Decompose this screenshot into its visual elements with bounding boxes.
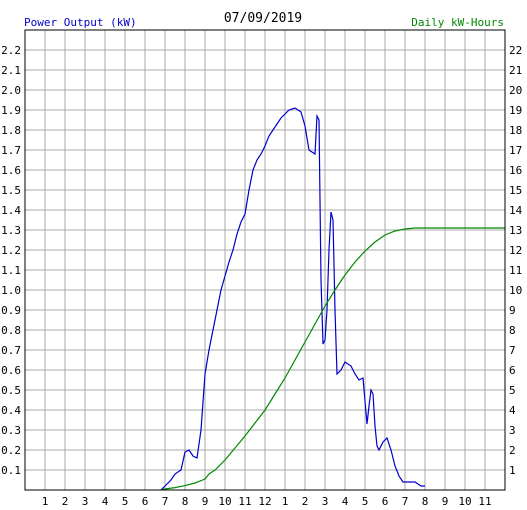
right-tick-label: 22: [509, 44, 522, 57]
left-tick-label: 1.1: [1, 264, 21, 277]
x-tick-label: 6: [142, 495, 149, 508]
left-tick-label: 1.7: [1, 144, 21, 157]
left-tick-label: 1.8: [1, 124, 21, 137]
right-axis-title: Daily kW-Hours: [411, 16, 504, 29]
left-tick-label: 1.5: [1, 184, 21, 197]
right-tick-label: 1: [509, 464, 516, 477]
right-tick-label: 3: [509, 424, 516, 437]
right-tick-label: 4: [509, 404, 516, 417]
left-tick-label: 0.4: [1, 404, 21, 417]
left-axis-title: Power Output (kW): [24, 16, 137, 29]
x-tick-label: 3: [322, 495, 329, 508]
left-tick-label: 0.5: [1, 384, 21, 397]
power-output-line: [160, 107, 425, 491]
x-tick-label: 10: [458, 495, 471, 508]
right-tick-label: 5: [509, 384, 516, 397]
left-axis-ticks: 0.1 0.2 0.3 0.4 0.5 0.6 0.7 0.8 0.9 1.0 1.1 1.2 1.3 1…: [1, 44, 21, 477]
left-tick-label: 1.6: [1, 164, 21, 177]
right-tick-label: 11: [509, 264, 522, 277]
left-tick-label: 0.8: [1, 324, 21, 337]
right-tick-label: 20: [509, 84, 522, 97]
x-tick-label: 9: [442, 495, 449, 508]
left-tick-label: 1.0: [1, 284, 21, 297]
grid-lines: [25, 30, 505, 490]
right-tick-label: 8: [509, 324, 516, 337]
right-tick-label: 17: [509, 144, 522, 157]
x-tick-label: 3: [82, 495, 89, 508]
left-tick-label: 0.1: [1, 464, 21, 477]
x-tick-label: 8: [182, 495, 189, 508]
right-tick-label: 10: [509, 284, 522, 297]
left-tick-label: 2.2: [1, 44, 21, 57]
left-tick-label: 1.9: [1, 104, 21, 117]
x-tick-label: 11: [478, 495, 491, 508]
right-tick-label: 13: [509, 224, 522, 237]
chart-title: 07/09/2019: [224, 11, 302, 26]
x-tick-label: 6: [382, 495, 389, 508]
x-tick-label: 2: [62, 495, 69, 508]
x-tick-label: 4: [342, 495, 349, 508]
left-tick-label: 2.0: [1, 84, 21, 97]
right-tick-label: 21: [509, 64, 522, 77]
right-tick-label: 15: [509, 184, 522, 197]
x-tick-label: 7: [402, 495, 409, 508]
x-tick-label: 1: [42, 495, 49, 508]
left-tick-label: 0.3: [1, 424, 21, 437]
left-tick-label: 1.4: [1, 204, 21, 217]
right-tick-label: 7: [509, 344, 516, 357]
right-tick-label: 2: [509, 444, 516, 457]
right-tick-label: 6: [509, 364, 516, 377]
x-tick-label: 4: [102, 495, 109, 508]
left-tick-label: 2.1: [1, 64, 21, 77]
left-tick-label: 1.3: [1, 224, 21, 237]
left-tick-label: 0.2: [1, 444, 21, 457]
x-tick-label: 10: [218, 495, 231, 508]
x-axis-ticks: 1 2 3 4 5 6 7 8 9 10 11 12 1 2 3 4 5 6 7 8 9 10 11: [42, 495, 492, 508]
left-tick-label: 0.6: [1, 364, 21, 377]
plot-border: [24, 29, 506, 491]
series-layer: [160, 107, 505, 491]
x-tick-label: 11: [238, 495, 251, 508]
right-tick-label: 12: [509, 244, 522, 257]
right-tick-label: 14: [509, 204, 523, 217]
right-tick-label: 18: [509, 124, 522, 137]
left-tick-label: 0.9: [1, 304, 21, 317]
x-tick-label: 9: [202, 495, 209, 508]
x-tick-label: 7: [162, 495, 169, 508]
x-tick-label: 2: [302, 495, 309, 508]
right-tick-label: 19: [509, 104, 522, 117]
x-tick-label: 5: [122, 495, 129, 508]
right-tick-label: 16: [509, 164, 522, 177]
left-tick-label: 0.7: [1, 344, 21, 357]
x-tick-label: 5: [362, 495, 369, 508]
x-tick-label: 1: [282, 495, 289, 508]
x-tick-label: 12: [258, 495, 271, 508]
x-tick-label: 8: [422, 495, 429, 508]
left-tick-label: 1.2: [1, 244, 21, 257]
daily-kwh-line: [160, 227, 505, 491]
right-tick-label: 9: [509, 304, 516, 317]
